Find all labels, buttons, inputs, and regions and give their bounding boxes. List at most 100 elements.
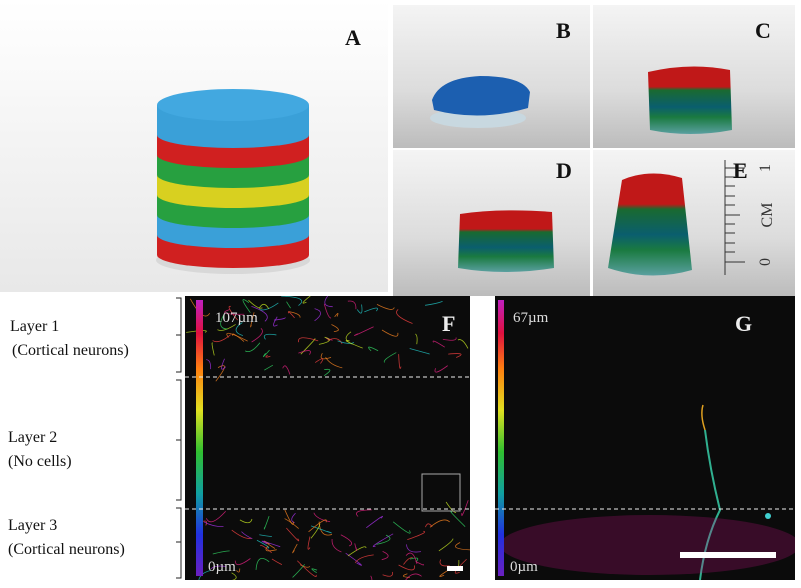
neurite bbox=[354, 326, 374, 336]
neurite bbox=[232, 333, 245, 342]
ruler bbox=[724, 160, 745, 275]
neurite bbox=[307, 536, 311, 550]
neurite bbox=[392, 521, 411, 534]
neurite bbox=[347, 546, 367, 557]
neurite bbox=[313, 512, 331, 523]
neurite bbox=[284, 509, 294, 525]
neurite bbox=[228, 305, 238, 321]
neurite bbox=[259, 302, 279, 311]
neurite bbox=[288, 311, 301, 318]
neurite bbox=[331, 539, 342, 553]
neurite bbox=[334, 313, 339, 318]
neurite bbox=[220, 314, 228, 330]
panel-label: B bbox=[556, 18, 571, 43]
panel-label: F bbox=[442, 311, 455, 336]
neurite bbox=[429, 519, 450, 528]
neurite bbox=[265, 354, 271, 358]
layer-name: Layer 2 bbox=[8, 429, 57, 446]
neurite bbox=[439, 559, 450, 567]
gel-d bbox=[458, 210, 554, 272]
neurite bbox=[226, 332, 248, 342]
neurite bbox=[261, 540, 281, 548]
neurite bbox=[211, 342, 215, 356]
neurite bbox=[234, 558, 251, 566]
inset-box bbox=[421, 473, 461, 512]
neurite bbox=[383, 352, 397, 363]
micrograph-f bbox=[185, 296, 470, 580]
layer-name: Layer 1 bbox=[10, 318, 59, 335]
neurite bbox=[345, 331, 353, 345]
neurite bbox=[403, 557, 413, 565]
neurite bbox=[265, 545, 277, 552]
neurite bbox=[263, 515, 270, 530]
neurite bbox=[407, 530, 426, 541]
scale-bar bbox=[447, 566, 463, 571]
neurite bbox=[231, 529, 252, 539]
neurite bbox=[409, 348, 430, 355]
neurons-f bbox=[186, 296, 470, 580]
neurite bbox=[217, 324, 236, 331]
neurite bbox=[286, 301, 291, 309]
neurite bbox=[381, 329, 399, 337]
neurite bbox=[364, 307, 378, 313]
neurite bbox=[302, 296, 311, 304]
neurite bbox=[345, 552, 362, 566]
neurite bbox=[310, 523, 321, 539]
panel-label: A bbox=[345, 25, 361, 50]
depth-top: 67µm bbox=[513, 310, 549, 326]
neurite bbox=[248, 299, 263, 309]
neurite bbox=[454, 558, 467, 574]
depth-colorbar bbox=[498, 300, 504, 576]
neurite bbox=[356, 509, 372, 517]
neurite bbox=[370, 575, 373, 580]
depth-bottom: 0µm bbox=[510, 559, 538, 575]
neurite bbox=[281, 296, 303, 306]
neurite bbox=[259, 534, 272, 538]
neurite bbox=[318, 521, 333, 536]
neurite bbox=[425, 301, 443, 306]
neurite bbox=[298, 337, 319, 343]
neurite bbox=[241, 531, 253, 540]
neurite bbox=[206, 359, 212, 370]
gel-e bbox=[608, 173, 692, 276]
neurite bbox=[445, 501, 457, 513]
neurite bbox=[381, 551, 389, 561]
neurite bbox=[405, 573, 422, 580]
neurite bbox=[337, 340, 355, 344]
neurite bbox=[221, 358, 226, 370]
layered-cylinder bbox=[156, 89, 310, 274]
neurite bbox=[318, 336, 330, 345]
gel-b bbox=[432, 76, 530, 116]
ruler-label: 0 bbox=[757, 258, 774, 266]
neurite bbox=[434, 365, 448, 373]
neurite bbox=[242, 299, 251, 313]
neurite bbox=[331, 324, 339, 332]
neurite bbox=[235, 322, 243, 336]
neurite bbox=[347, 300, 357, 310]
neurite bbox=[282, 365, 291, 375]
neurite bbox=[308, 519, 327, 533]
neurite bbox=[286, 527, 300, 542]
neurite bbox=[406, 544, 422, 553]
neurite bbox=[287, 311, 295, 319]
neurite bbox=[325, 357, 343, 369]
neurite bbox=[292, 543, 298, 554]
neurite bbox=[455, 542, 470, 551]
ruler-label: 1 bbox=[757, 164, 774, 172]
neurite bbox=[368, 346, 379, 352]
neurite bbox=[250, 312, 255, 328]
gel-c bbox=[648, 66, 732, 134]
neurite bbox=[409, 557, 419, 562]
neurite bbox=[398, 564, 415, 571]
depth-top: 107µm bbox=[215, 310, 258, 326]
neurite bbox=[264, 364, 274, 371]
neurite bbox=[212, 334, 231, 343]
neurite bbox=[311, 568, 318, 574]
neurite bbox=[398, 354, 402, 369]
neurite bbox=[239, 518, 253, 524]
neurite bbox=[324, 296, 333, 308]
panel-label: G bbox=[735, 311, 752, 336]
depth-bottom: 0µm bbox=[208, 559, 236, 575]
ruler-label: CM bbox=[759, 203, 776, 228]
